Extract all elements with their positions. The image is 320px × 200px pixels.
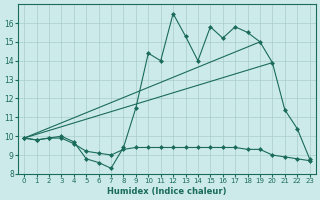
X-axis label: Humidex (Indice chaleur): Humidex (Indice chaleur) <box>107 187 227 196</box>
